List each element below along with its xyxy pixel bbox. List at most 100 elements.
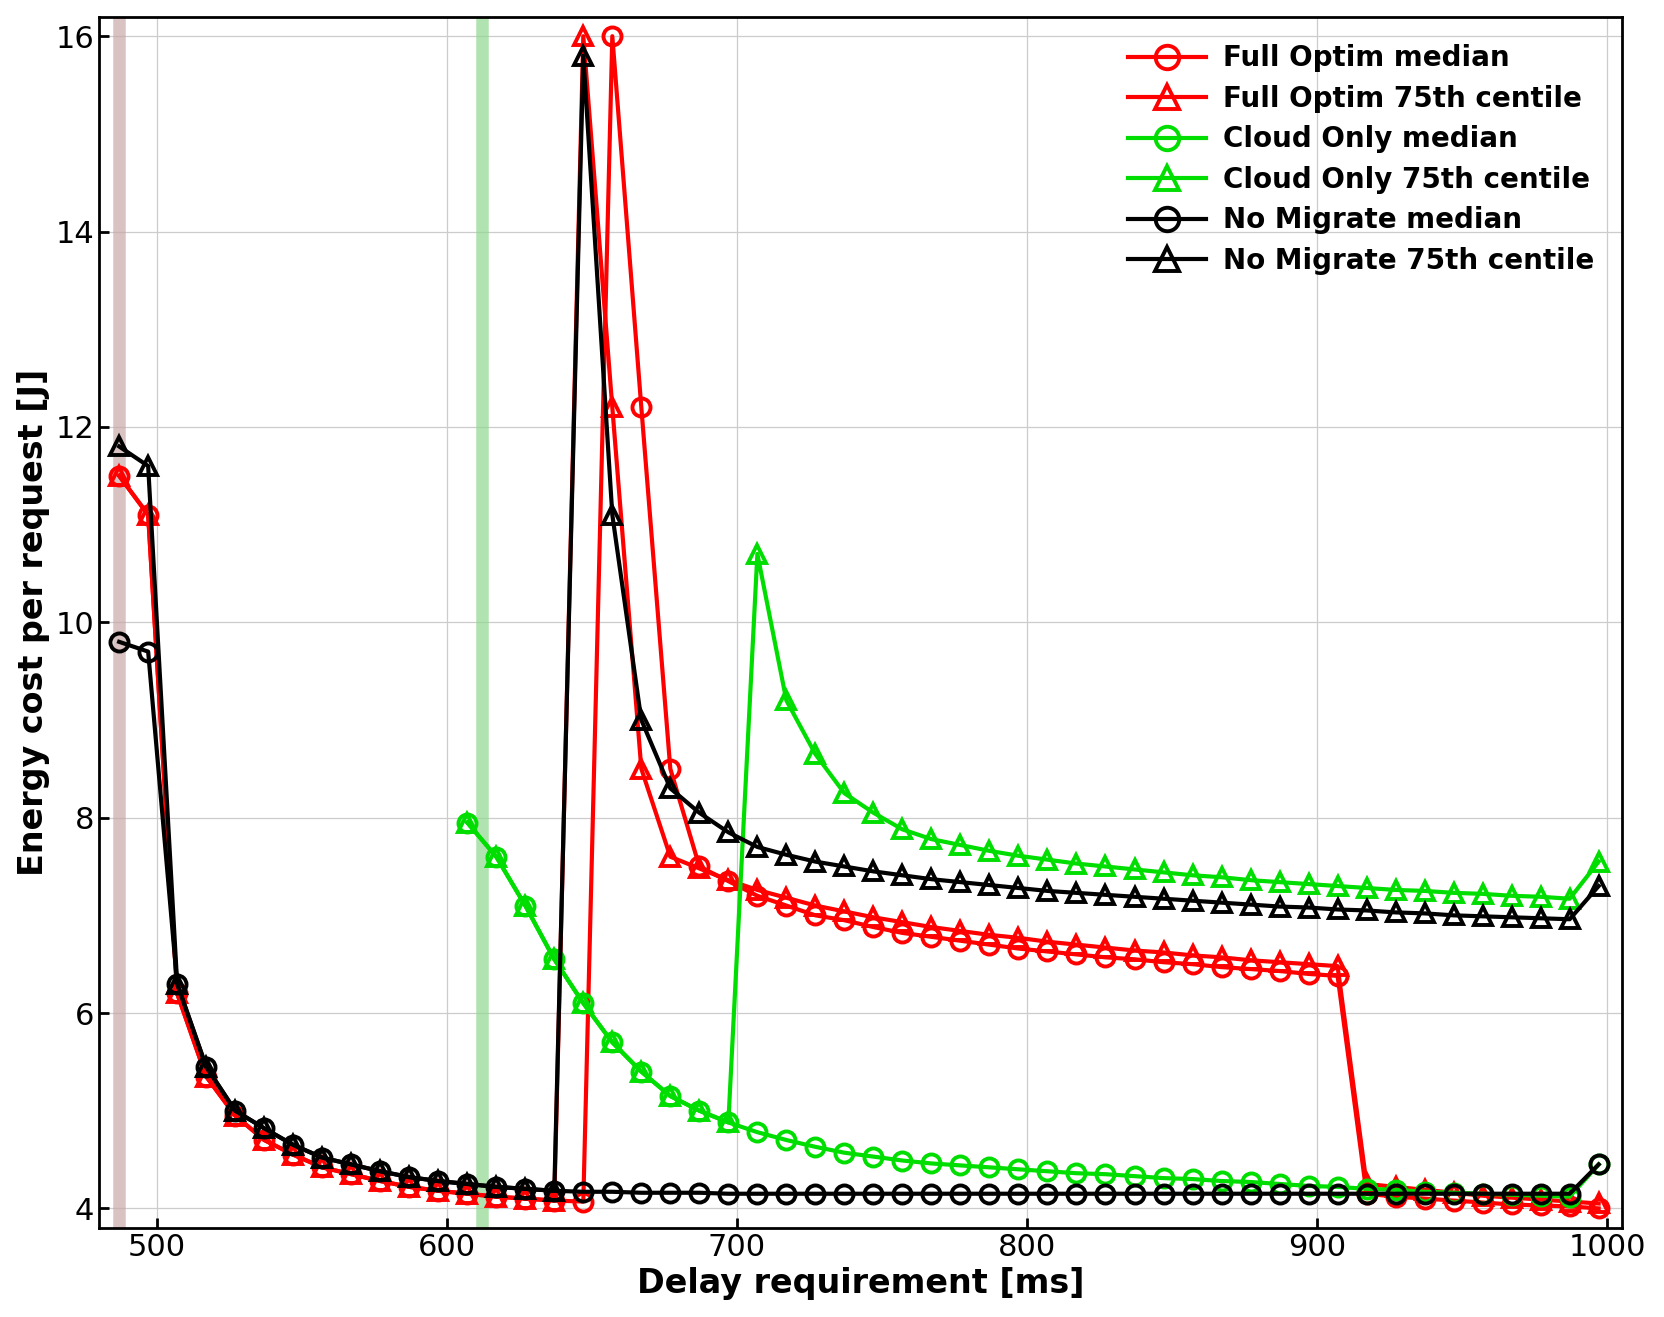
Cloud Only 75th centile	[486, 849, 506, 865]
No Migrate 75th centile	[544, 1183, 564, 1198]
No Migrate 75th centile	[689, 805, 709, 820]
Cloud Only median	[1356, 1181, 1376, 1197]
Cloud Only 75th centile	[572, 996, 592, 1011]
No Migrate median	[717, 1185, 737, 1201]
Cloud Only median	[1414, 1184, 1434, 1200]
Cloud Only 75th centile	[978, 843, 998, 859]
No Migrate median	[1501, 1185, 1521, 1201]
Cloud Only median	[661, 1088, 681, 1104]
Full Optim median	[602, 28, 622, 43]
Cloud Only median	[602, 1034, 622, 1050]
Cloud Only median	[805, 1139, 825, 1155]
Cloud Only 75th centile	[892, 822, 912, 838]
Cloud Only 75th centile	[1095, 859, 1115, 874]
No Migrate 75th centile	[1587, 878, 1607, 894]
Legend: Full Optim median, Full Optim 75th centile, Cloud Only median, Cloud Only 75th c: Full Optim median, Full Optim 75th centi…	[1113, 30, 1607, 288]
Cloud Only 75th centile	[1298, 876, 1318, 892]
No Migrate median	[631, 1185, 651, 1201]
No Migrate 75th centile	[864, 864, 884, 880]
No Migrate 75th centile	[572, 47, 592, 63]
No Migrate median	[1587, 1156, 1607, 1172]
Cloud Only 75th centile	[864, 805, 884, 820]
Cloud Only 75th centile	[1356, 880, 1376, 896]
Cloud Only median	[978, 1159, 998, 1175]
Cloud Only 75th centile	[1153, 864, 1173, 880]
Cloud Only 75th centile	[775, 693, 795, 709]
Full Optim 75th centile	[225, 1108, 245, 1123]
Cloud Only 75th centile	[1067, 856, 1087, 872]
Cloud Only 75th centile	[1384, 882, 1404, 898]
No Migrate 75th centile	[1123, 889, 1143, 905]
Cloud Only 75th centile	[1037, 852, 1057, 868]
Cloud Only 75th centile	[834, 785, 854, 801]
Full Optim median	[1037, 943, 1057, 959]
Full Optim median	[661, 761, 681, 777]
Full Optim median	[110, 468, 130, 483]
Full Optim median	[1587, 1201, 1607, 1217]
Cloud Only 75th centile	[1587, 853, 1607, 869]
No Migrate 75th centile	[225, 1102, 245, 1118]
Cloud Only 75th centile	[1414, 882, 1434, 898]
Cloud Only median	[950, 1158, 970, 1173]
Line: Full Optim median: Full Optim median	[110, 28, 1607, 1217]
Line: No Migrate median: No Migrate median	[110, 632, 1607, 1202]
Cloud Only median	[1384, 1181, 1404, 1197]
Cloud Only median	[717, 1114, 737, 1130]
Line: Cloud Only median: Cloud Only median	[458, 814, 1607, 1205]
Cloud Only median	[775, 1133, 795, 1148]
Cloud Only median	[1123, 1168, 1143, 1184]
No Migrate 75th centile	[950, 874, 970, 890]
Cloud Only 75th centile	[1326, 878, 1346, 894]
Full Optim 75th centile	[1587, 1196, 1607, 1212]
Cloud Only median	[689, 1102, 709, 1118]
Cloud Only median	[1153, 1171, 1173, 1187]
Cloud Only median	[834, 1144, 854, 1160]
Cloud Only 75th centile	[1559, 890, 1579, 906]
Cloud Only 75th centile	[458, 815, 478, 831]
Cloud Only median	[920, 1155, 940, 1171]
Cloud Only 75th centile	[1181, 868, 1201, 884]
Cloud Only 75th centile	[661, 1088, 681, 1104]
Cloud Only median	[486, 849, 506, 865]
X-axis label: Delay requirement [ms]: Delay requirement [ms]	[636, 1267, 1083, 1300]
Cloud Only median	[1037, 1163, 1057, 1179]
No Migrate median	[225, 1102, 245, 1118]
Cloud Only median	[1268, 1176, 1288, 1192]
Cloud Only median	[1559, 1189, 1579, 1205]
Cloud Only 75th centile	[544, 951, 564, 967]
Cloud Only 75th centile	[1471, 886, 1491, 902]
No Migrate median	[1095, 1185, 1115, 1201]
Cloud Only median	[747, 1125, 767, 1141]
Cloud Only median	[1529, 1188, 1549, 1204]
Cloud Only 75th centile	[1268, 874, 1288, 890]
Cloud Only 75th centile	[1008, 848, 1028, 864]
Cloud Only median	[892, 1152, 912, 1168]
Cloud Only 75th centile	[631, 1064, 651, 1080]
Cloud Only 75th centile	[1501, 888, 1521, 903]
Cloud Only median	[1095, 1167, 1115, 1183]
No Migrate median	[1037, 1185, 1057, 1201]
Full Optim 75th centile	[661, 849, 681, 865]
No Migrate median	[834, 1185, 854, 1201]
Cloud Only 75th centile	[920, 831, 940, 847]
Cloud Only median	[458, 815, 478, 831]
Cloud Only median	[631, 1064, 651, 1080]
Cloud Only median	[1240, 1173, 1260, 1189]
Cloud Only median	[1067, 1166, 1087, 1181]
Full Optim 75th centile	[1095, 939, 1115, 955]
Line: No Migrate 75th centile: No Migrate 75th centile	[110, 46, 1607, 1200]
Cloud Only median	[514, 898, 534, 914]
No Migrate 75th centile	[1067, 885, 1087, 901]
Full Optim median	[1095, 950, 1115, 965]
Cloud Only median	[1326, 1179, 1346, 1195]
Cloud Only median	[1587, 1156, 1607, 1172]
Full Optim 75th centile	[110, 468, 130, 483]
Cloud Only 75th centile	[689, 1102, 709, 1118]
Cloud Only 75th centile	[747, 547, 767, 562]
Full Optim 75th centile	[1037, 934, 1057, 950]
Cloud Only 75th centile	[805, 747, 825, 763]
Cloud Only 75th centile	[1123, 861, 1143, 877]
Cloud Only 75th centile	[514, 898, 534, 914]
Cloud Only median	[1443, 1185, 1463, 1201]
Full Optim median	[225, 1108, 245, 1123]
